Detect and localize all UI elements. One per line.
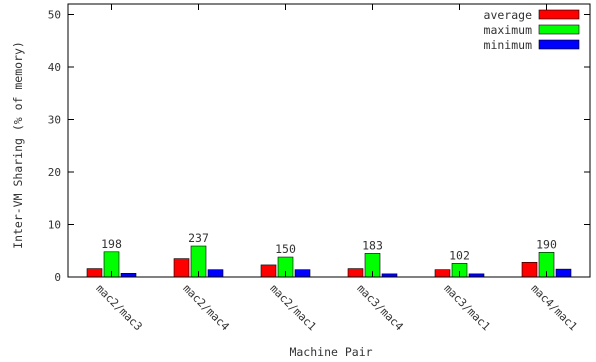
bar-minimum (120, 273, 137, 278)
data-label: 198 (101, 237, 122, 251)
bar-average (521, 261, 538, 278)
data-label: 102 (449, 248, 470, 262)
x-tick-label: mac2/mac3 (93, 282, 144, 333)
bar-average (347, 268, 364, 278)
data-label: 237 (188, 231, 209, 245)
y-tick-label: 50 (48, 9, 61, 22)
bar-minimum (555, 268, 572, 278)
data-label: 190 (536, 237, 557, 251)
data-label: 150 (275, 242, 296, 256)
x-tick-label: mac2/mac4 (180, 282, 232, 334)
y-tick-label: 30 (48, 114, 61, 127)
x-axis-label: Machine Pair (289, 345, 372, 359)
bar-average (434, 269, 451, 278)
bar-average (173, 258, 190, 278)
ticks-layer: 0 10 20 30 40 50 (48, 4, 590, 284)
x-tick-label: mac4/mac1 (528, 282, 579, 333)
bar-average (260, 264, 277, 278)
legend-label: minimum (484, 38, 533, 52)
plot-frame (67, 3, 591, 278)
x-tick-label: mac3/mac4 (354, 282, 406, 334)
labels-layer: 198 mac2/mac3 237 mac2/mac4 150 mac2/mac1 183 m… (93, 231, 579, 334)
axes-layer (67, 3, 591, 278)
y-tick-label: 20 (48, 166, 61, 179)
y-axis-label: Inter-VM Sharing (% of memory) (11, 41, 25, 249)
x-tick-label: mac3/mac1 (441, 282, 492, 333)
data-label: 183 (362, 238, 383, 252)
legend-label: maximum (484, 23, 533, 37)
bars-layer (86, 245, 572, 278)
bar-minimum (207, 269, 224, 278)
legend-swatch (538, 9, 580, 20)
y-tick-label: 0 (54, 271, 61, 284)
y-tick-label: 40 (48, 61, 61, 74)
bar-average (86, 268, 103, 278)
x-tick-label: mac2/mac1 (267, 282, 318, 333)
legend-label: average (484, 8, 533, 22)
y-tick-label: 10 (48, 219, 61, 232)
legend-swatch (538, 39, 580, 50)
legend-swatch (538, 24, 580, 35)
bar-minimum (294, 269, 311, 278)
